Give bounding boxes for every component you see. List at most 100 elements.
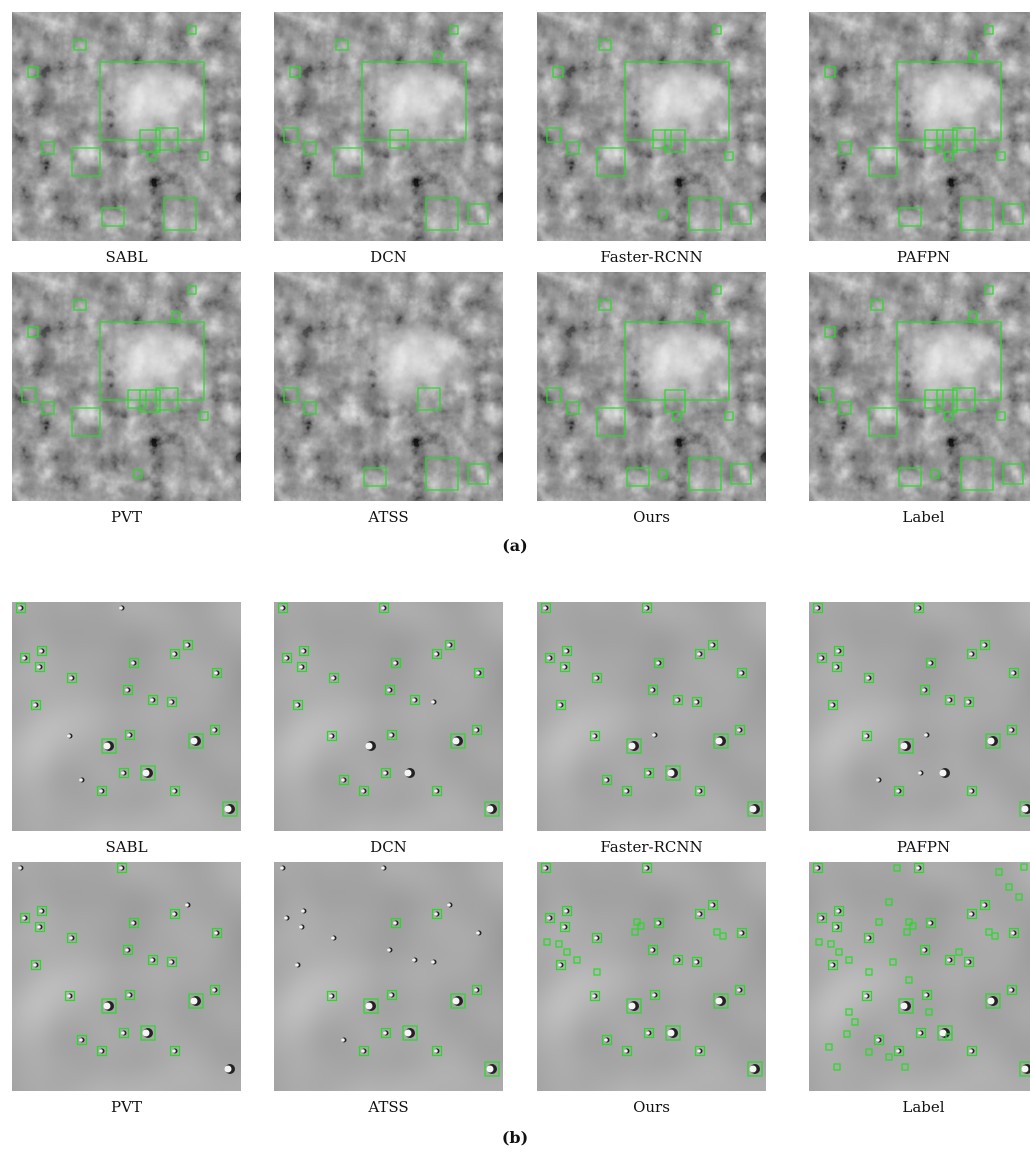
crater-light (366, 743, 373, 750)
crater-light (18, 606, 22, 610)
crater-light (547, 916, 551, 920)
terrain-texture (537, 862, 766, 1091)
crater-light (69, 676, 73, 680)
crater-light (928, 661, 932, 665)
crater-light (644, 606, 648, 610)
crater-light (172, 789, 176, 793)
crater-light (99, 789, 103, 793)
crater-light (150, 698, 154, 702)
crater-light (39, 649, 43, 653)
crater-light (815, 606, 819, 610)
crater-light (901, 1003, 908, 1010)
crater-light (389, 993, 393, 997)
crater-light (737, 988, 741, 992)
crater-light (214, 671, 218, 675)
crater-light (361, 789, 365, 793)
crater-light (284, 656, 288, 660)
subfigure-tag: (b) (415, 1128, 615, 1147)
crater-light (604, 778, 608, 782)
crater-light (295, 963, 299, 967)
crater-light (694, 960, 698, 964)
crater-light (22, 656, 26, 660)
panel-label: SABL (12, 248, 241, 266)
crater-light (866, 936, 870, 940)
crater (94, 56, 210, 144)
page: SABLDCNFaster-RCNNPAFPNPVTATSSOursLabel(… (0, 0, 1030, 1157)
image-panel (12, 602, 241, 831)
crater-light (834, 925, 838, 929)
crater-light (487, 1066, 494, 1073)
image-panel (537, 602, 766, 831)
crater-light (650, 688, 654, 692)
image-panel (809, 602, 1030, 831)
crater-light (127, 993, 131, 997)
crater-light (594, 936, 598, 940)
crater-light (434, 789, 438, 793)
terrain-texture (274, 602, 503, 831)
panel-label: SABL (12, 838, 241, 856)
crater-light (172, 652, 176, 656)
crater-light (131, 661, 135, 665)
crater-light (947, 958, 951, 962)
crater-light (431, 700, 435, 704)
crater-light (225, 1066, 232, 1073)
terrain-texture (809, 862, 1030, 1091)
crater-light (864, 734, 868, 738)
crater-light (67, 994, 71, 998)
crater-light (966, 960, 970, 964)
crater-light (79, 778, 83, 782)
crater-light (716, 738, 723, 745)
crater-light (104, 1003, 111, 1010)
crater-light (119, 606, 123, 610)
crater-light (876, 778, 880, 782)
crater-light (131, 921, 135, 925)
crater-light (329, 994, 333, 998)
crater-light (592, 734, 596, 738)
crater-light (547, 656, 551, 660)
crater-light (988, 998, 995, 1005)
crater-light (214, 931, 218, 935)
crater-light (169, 960, 173, 964)
crater-light (143, 770, 150, 777)
crater-light (393, 921, 397, 925)
image-panel (537, 272, 766, 501)
crater-light (901, 743, 908, 750)
terrain-texture (274, 862, 503, 1091)
crater-light (675, 958, 679, 962)
crater (619, 56, 735, 144)
image-panel (537, 12, 766, 241)
crater-light (172, 1049, 176, 1053)
crater-light (447, 643, 451, 647)
crater-light (969, 1049, 973, 1053)
crater-light (487, 806, 494, 813)
crater-light (18, 866, 22, 870)
crater-light (629, 743, 636, 750)
panel-label: Faster-RCNN (537, 248, 766, 266)
crater-light (750, 806, 757, 813)
crater-light (69, 936, 73, 940)
crater-light (543, 606, 547, 610)
crater-light (652, 993, 656, 997)
crater-light (185, 903, 189, 907)
crater-light (558, 963, 562, 967)
terrain-texture (12, 862, 241, 1091)
crater-light (361, 1049, 365, 1053)
crater-light (474, 728, 478, 732)
crater-light (694, 700, 698, 704)
crater-light (656, 921, 660, 925)
crater-light (33, 703, 37, 707)
panel-label: Ours (537, 1098, 766, 1116)
crater-light (387, 688, 391, 692)
crater-light (191, 738, 198, 745)
crater (891, 316, 1007, 404)
crater-light (922, 948, 926, 952)
crater-light (710, 643, 714, 647)
crater-light (119, 866, 123, 870)
crater-light (1022, 1066, 1029, 1073)
crater-light (381, 606, 385, 610)
crater-light (624, 789, 628, 793)
crater-light (644, 866, 648, 870)
crater-light (121, 1031, 125, 1035)
crater-light (366, 1003, 373, 1010)
crater-light (412, 958, 416, 962)
